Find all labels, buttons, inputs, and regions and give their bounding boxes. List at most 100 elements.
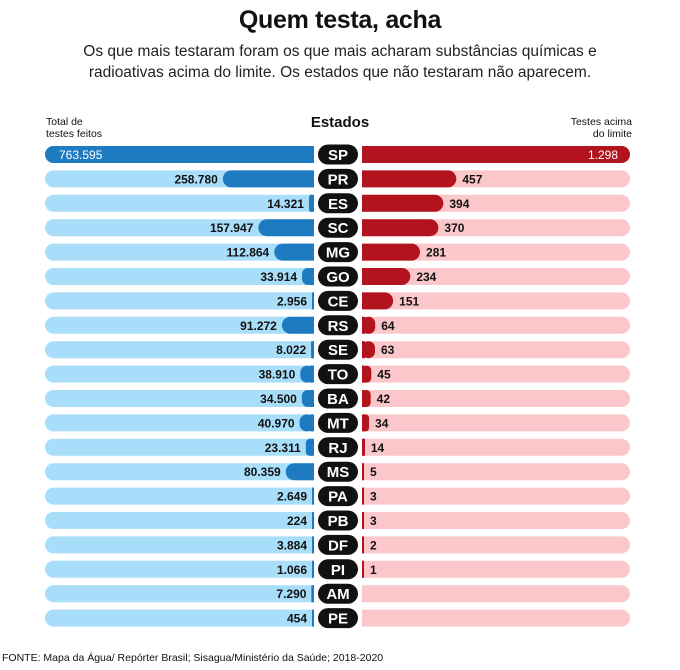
left-track-pe bbox=[45, 609, 314, 627]
state-pill-df bbox=[318, 534, 358, 555]
right-track-se bbox=[362, 341, 630, 359]
left-track-df bbox=[45, 536, 314, 554]
above-limit-value-pr: 457 bbox=[462, 172, 482, 186]
state-label-sp: SP bbox=[328, 147, 348, 164]
right-bar-cap-pa bbox=[362, 487, 364, 505]
tests-value-sc: 157.947 bbox=[210, 221, 254, 235]
right-track-go bbox=[362, 268, 630, 285]
left-bar-sp bbox=[45, 146, 314, 163]
tests-value-to: 38.910 bbox=[259, 368, 296, 382]
state-pill-am bbox=[318, 583, 358, 604]
state-label-pa: PA bbox=[328, 489, 348, 506]
right-track-pi bbox=[362, 560, 630, 578]
right-bar-go bbox=[362, 268, 411, 285]
left-bar-cap-go bbox=[310, 268, 314, 285]
right-track-df bbox=[362, 536, 630, 554]
state-pill-mt bbox=[318, 412, 358, 433]
state-label-pb: PB bbox=[328, 513, 349, 530]
left-bar-sc bbox=[258, 219, 314, 237]
left-track-es bbox=[45, 194, 314, 212]
left-bar-ms bbox=[285, 463, 314, 481]
state-pill-rj bbox=[318, 437, 358, 458]
state-pill-es bbox=[318, 193, 358, 214]
left-track-rj bbox=[45, 438, 314, 456]
above-limit-value-rj: 14 bbox=[371, 441, 385, 455]
state-pill-pr bbox=[318, 168, 358, 189]
left-track-se bbox=[45, 341, 314, 359]
center-axis-label: Estados bbox=[310, 114, 370, 131]
tests-value-sp: 763.595 bbox=[59, 148, 103, 162]
tests-value-pb: 224 bbox=[287, 514, 307, 528]
left-bar-cap-rj bbox=[310, 438, 314, 456]
chart-title: Quem testa, acha bbox=[238, 6, 442, 34]
left-track-ms bbox=[45, 463, 314, 481]
above-limit-value-mt: 34 bbox=[375, 416, 389, 430]
right-bar-cap-mt bbox=[362, 414, 365, 432]
right-bar-es bbox=[362, 194, 444, 212]
tests-value-ba: 34.500 bbox=[260, 392, 297, 406]
right-track-pe bbox=[362, 609, 630, 627]
left-track-pb bbox=[45, 512, 314, 529]
right-bar-cap-se bbox=[362, 341, 365, 359]
right-bar-pr bbox=[362, 170, 457, 188]
above-limit-value-sc: 370 bbox=[444, 221, 464, 235]
left-track-pa bbox=[45, 487, 314, 505]
right-track-to bbox=[362, 365, 630, 383]
left-track-mt bbox=[45, 414, 314, 432]
right-track-ba bbox=[362, 390, 630, 407]
above-limit-value-pb: 3 bbox=[370, 514, 377, 528]
state-label-es: ES bbox=[328, 196, 348, 213]
left-bar-cap-es bbox=[310, 194, 314, 212]
right-bar-mg bbox=[362, 243, 421, 261]
above-limit-value-pa: 3 bbox=[370, 490, 377, 504]
state-pill-pb bbox=[318, 510, 358, 531]
right-bar-sc bbox=[362, 219, 439, 237]
tests-value-se: 8.022 bbox=[276, 343, 306, 357]
tests-value-es: 14.321 bbox=[267, 197, 304, 211]
tests-value-df: 3.884 bbox=[277, 538, 307, 552]
state-pill-pa bbox=[318, 486, 358, 507]
tests-value-mt: 40.970 bbox=[258, 416, 295, 430]
state-pill-sc bbox=[318, 217, 358, 238]
left-bar-cap-pb bbox=[312, 512, 314, 529]
right-bar-ce bbox=[362, 292, 394, 310]
state-label-se: SE bbox=[328, 342, 348, 359]
right-bar-cap-rs bbox=[362, 316, 365, 334]
right-bar-cap-pb bbox=[362, 512, 364, 529]
left-track-ce bbox=[45, 292, 314, 310]
left-track-am bbox=[45, 585, 314, 603]
tests-value-mg: 112.864 bbox=[227, 246, 270, 260]
above-limit-value-se: 63 bbox=[381, 343, 395, 357]
above-limit-value-ba: 42 bbox=[377, 392, 391, 406]
tests-value-pr: 258.780 bbox=[174, 172, 218, 186]
state-pill-rs bbox=[318, 315, 358, 336]
tests-value-pi: 1.066 bbox=[277, 563, 307, 577]
state-pill-se bbox=[318, 339, 358, 360]
source-note: FONTE: Mapa da Água/ Repórter Brasil; Si… bbox=[2, 652, 384, 664]
left-bar-pr bbox=[222, 170, 314, 188]
tests-value-am: 7.290 bbox=[276, 587, 306, 601]
left-bar-mg bbox=[274, 243, 314, 261]
left-track-pi bbox=[45, 560, 314, 578]
above-limit-value-df: 2 bbox=[370, 538, 377, 552]
above-limit-value-es: 394 bbox=[449, 197, 469, 211]
right-bar-cap-pi bbox=[362, 560, 364, 578]
right-track-ms bbox=[362, 463, 630, 481]
right-bar-sp bbox=[362, 146, 630, 163]
left-track-ba bbox=[45, 390, 314, 407]
left-axis-label-line1: Total de bbox=[46, 116, 83, 128]
left-bar-cap-pa bbox=[312, 487, 314, 505]
state-label-mg: MG bbox=[326, 245, 350, 262]
right-bar-cap-to bbox=[362, 365, 365, 383]
state-label-to: TO bbox=[328, 367, 349, 384]
state-pill-pi bbox=[318, 559, 358, 580]
right-bar-se bbox=[362, 341, 376, 359]
left-track-sc bbox=[45, 219, 314, 237]
left-bar-rs bbox=[281, 316, 314, 334]
right-bar-cap-ms bbox=[362, 463, 364, 481]
right-track-mt bbox=[362, 414, 630, 432]
left-bar-cap-pe bbox=[312, 609, 314, 627]
chart-subtitle: Os que mais testaram foram os que mais a… bbox=[83, 43, 597, 81]
state-label-pr: PR bbox=[328, 171, 349, 188]
